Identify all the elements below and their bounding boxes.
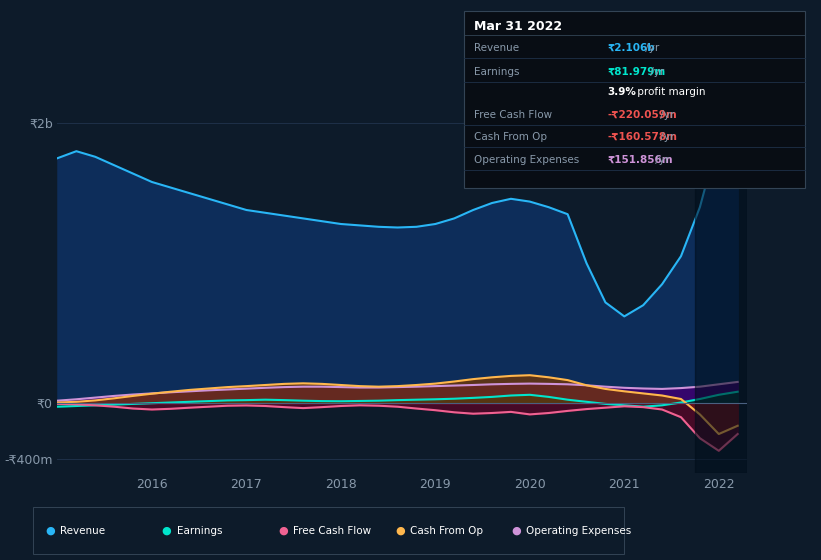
Text: /yr: /yr bbox=[642, 43, 659, 53]
Text: Revenue: Revenue bbox=[60, 526, 105, 535]
Text: ₹151.856m: ₹151.856m bbox=[608, 155, 673, 165]
Text: ₹2.106b: ₹2.106b bbox=[608, 43, 655, 53]
Text: -₹220.059m: -₹220.059m bbox=[608, 110, 677, 120]
Text: ●: ● bbox=[511, 526, 521, 535]
Text: 3.9%: 3.9% bbox=[608, 87, 636, 97]
Text: Mar 31 2022: Mar 31 2022 bbox=[474, 20, 562, 34]
Text: Revenue: Revenue bbox=[474, 43, 519, 53]
Text: Cash From Op: Cash From Op bbox=[474, 132, 547, 142]
Text: ●: ● bbox=[45, 526, 55, 535]
Text: /yr: /yr bbox=[652, 155, 669, 165]
Text: Operating Expenses: Operating Expenses bbox=[474, 155, 579, 165]
Text: profit margin: profit margin bbox=[634, 87, 705, 97]
Text: Earnings: Earnings bbox=[474, 67, 519, 77]
Bar bbox=[695, 81, 747, 473]
Text: -₹160.578m: -₹160.578m bbox=[608, 132, 677, 142]
Text: Cash From Op: Cash From Op bbox=[410, 526, 483, 535]
Text: ●: ● bbox=[162, 526, 172, 535]
Text: /yr: /yr bbox=[647, 67, 664, 77]
Text: ●: ● bbox=[395, 526, 405, 535]
Text: Operating Expenses: Operating Expenses bbox=[526, 526, 631, 535]
Text: ₹81.979m: ₹81.979m bbox=[608, 67, 666, 77]
Text: Free Cash Flow: Free Cash Flow bbox=[474, 110, 552, 120]
Text: ●: ● bbox=[278, 526, 288, 535]
Text: Free Cash Flow: Free Cash Flow bbox=[293, 526, 371, 535]
Text: /yr: /yr bbox=[657, 110, 674, 120]
Text: Earnings: Earnings bbox=[177, 526, 222, 535]
Text: /yr: /yr bbox=[657, 132, 674, 142]
